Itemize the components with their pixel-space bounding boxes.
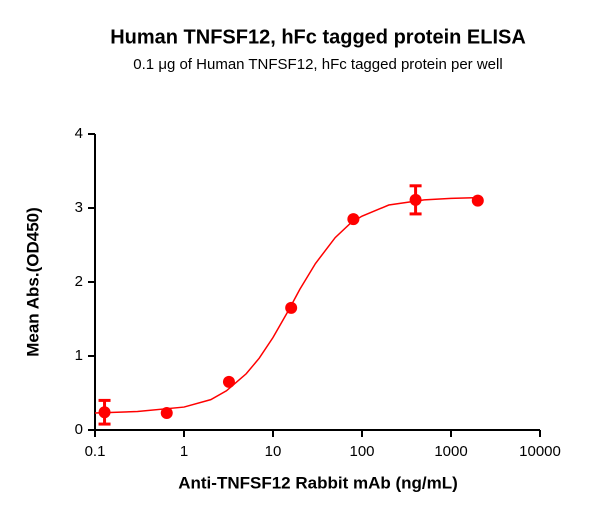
data-point	[285, 301, 298, 314]
x-axis-title: Anti-TNFSF12 Rabbit mAb (ng/mL)	[178, 473, 458, 492]
x-tick-label: 1	[180, 443, 188, 460]
data-point	[409, 193, 422, 206]
x-tick-label: 100	[349, 443, 374, 460]
data-point	[222, 375, 235, 388]
data-point	[347, 213, 360, 226]
x-tick-label: 10000	[519, 443, 561, 460]
data-point	[471, 194, 484, 207]
y-tick-label: 1	[75, 347, 83, 364]
x-tick-label: 1000	[434, 443, 467, 460]
x-tick-label: 0.1	[85, 443, 106, 460]
y-tick-label: 4	[75, 125, 83, 142]
data-point	[98, 406, 111, 419]
data-point	[160, 406, 173, 419]
y-tick-label: 3	[75, 199, 83, 216]
chart-title: Human TNFSF12, hFc tagged protein ELISA	[110, 26, 526, 48]
y-tick-label: 2	[75, 273, 83, 290]
chart-subtitle: 0.1 μg of Human TNFSF12, hFc tagged prot…	[133, 56, 502, 73]
x-tick-label: 10	[265, 443, 282, 460]
y-axis-title: Mean Abs.(OD450)	[23, 207, 42, 357]
y-tick-label: 0	[75, 421, 83, 438]
fit-curve	[94, 196, 478, 414]
